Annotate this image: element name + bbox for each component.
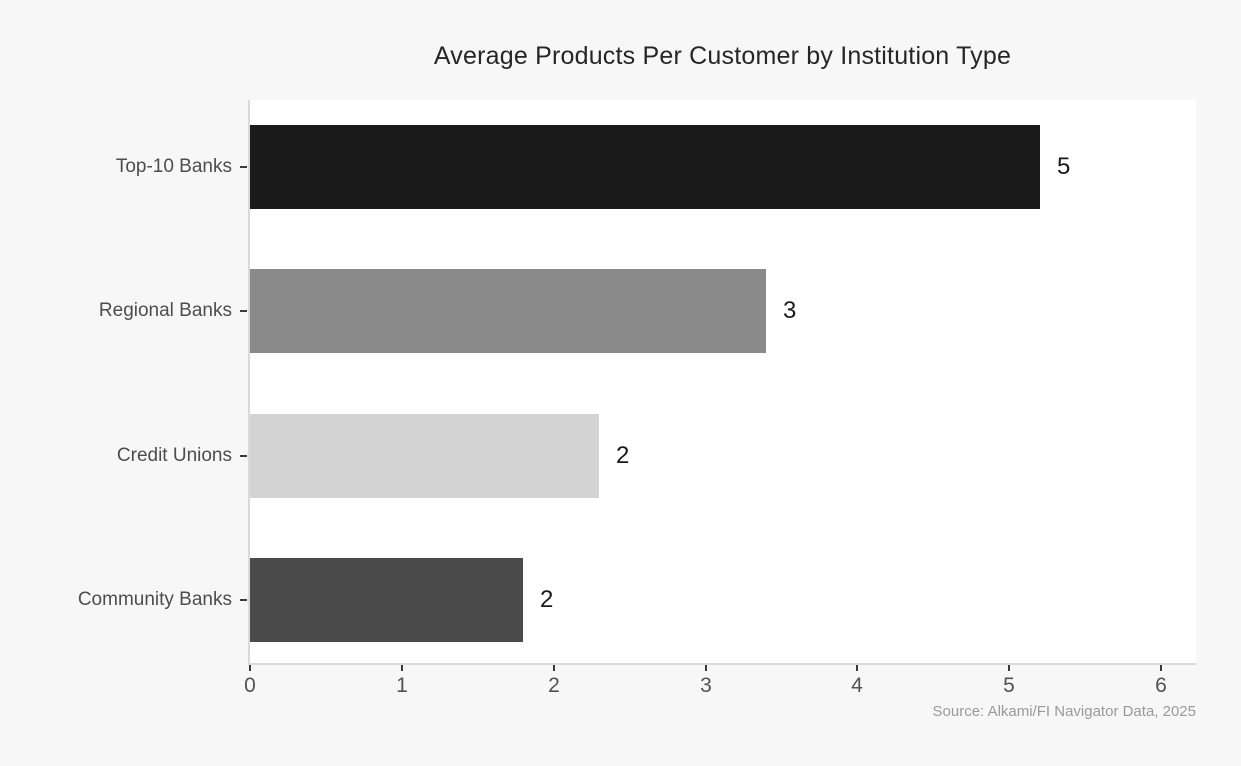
y-tick-mark (240, 455, 247, 457)
bar-top-10-banks (250, 125, 1040, 209)
x-tick-mark (553, 665, 555, 671)
bar-community-banks (250, 558, 523, 642)
chart-title: Average Products Per Customer by Institu… (433, 42, 1012, 70)
x-tick-mark (1160, 665, 1162, 671)
x-tick-mark (1008, 665, 1010, 671)
bar-regional-banks (250, 269, 766, 353)
x-tick-label: 3 (700, 674, 712, 697)
category-label: Regional Banks (98, 300, 232, 321)
y-tick-mark (240, 310, 247, 312)
value-label: 2 (540, 586, 554, 613)
x-tick-label: 6 (1155, 674, 1167, 697)
x-tick-label: 4 (851, 674, 863, 697)
x-tick-label: 5 (1003, 674, 1015, 697)
category-label: Top-10 Banks (115, 156, 232, 177)
plot-area: 5 3 2 2 (248, 100, 1196, 665)
bar-credit-unions (250, 414, 599, 498)
x-tick-mark (705, 665, 707, 671)
x-tick-label: 1 (396, 674, 408, 697)
x-tick-mark (856, 665, 858, 671)
x-tick-label: 0 (244, 674, 256, 697)
x-tick-label: 2 (548, 674, 560, 697)
value-label: 3 (783, 297, 797, 324)
y-tick-mark (240, 166, 247, 168)
x-tick-mark (249, 665, 251, 671)
category-label: Credit Unions (116, 445, 232, 466)
source-note: Source: Alkami/FI Navigator Data, 2025 (932, 703, 1196, 720)
x-tick-mark (401, 665, 403, 671)
value-label: 2 (616, 442, 630, 469)
category-label: Community Banks (77, 589, 232, 610)
value-label: 5 (1057, 153, 1071, 180)
y-tick-mark (240, 599, 247, 601)
